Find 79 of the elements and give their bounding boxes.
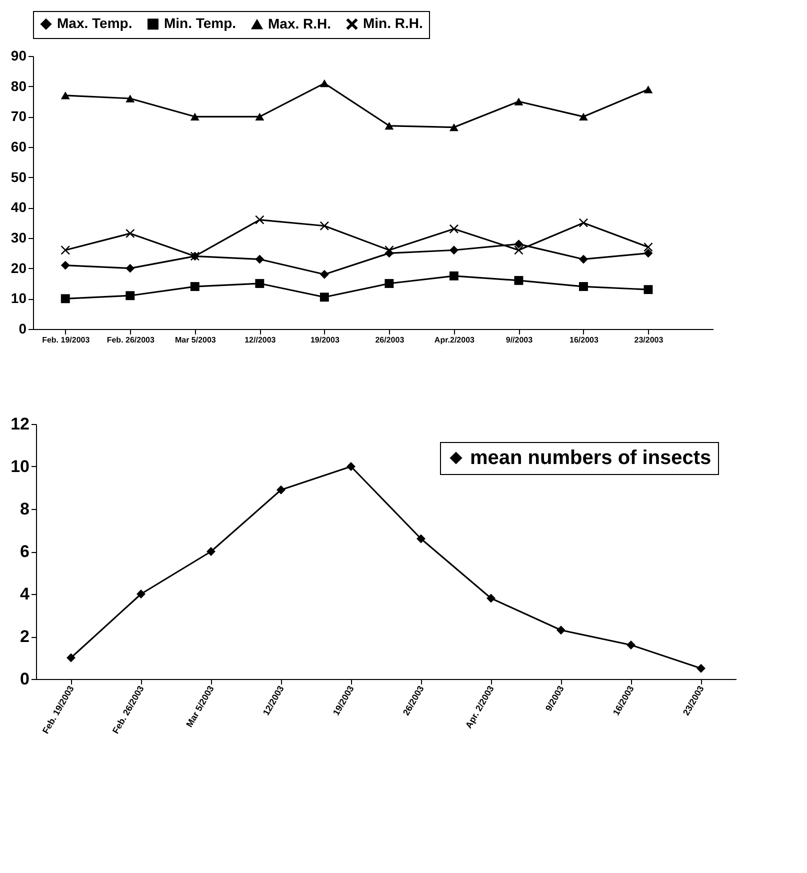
y-tick-label: 4: [20, 584, 30, 604]
point: [320, 292, 329, 302]
point: [384, 279, 394, 288]
y-tick-label: 6: [20, 542, 30, 561]
point: [514, 240, 524, 249]
point: [644, 85, 653, 94]
point: [449, 271, 458, 280]
point: [626, 640, 636, 650]
point: [579, 282, 588, 292]
point: [255, 112, 264, 121]
point: [579, 218, 588, 228]
legend-label: Max. Temp.: [57, 15, 132, 32]
point: [416, 534, 426, 544]
point: [320, 79, 329, 88]
x-tick-label: 19/2003: [310, 336, 340, 344]
point: [60, 246, 70, 255]
point: [60, 294, 70, 304]
point: [644, 285, 653, 294]
point: [514, 246, 524, 255]
point: [126, 291, 135, 300]
point: [556, 626, 566, 635]
y-tick-label: 12: [10, 414, 30, 434]
point: [644, 248, 653, 258]
point: [126, 264, 135, 273]
x-tick-label: Mar 5/2003: [174, 336, 216, 344]
point: [449, 123, 458, 132]
point: [60, 92, 70, 100]
y-tick-label: 20: [10, 260, 27, 276]
legend-label: Max. R.H.: [268, 15, 332, 32]
point: [449, 246, 458, 255]
y-tick-label: 70: [10, 108, 27, 124]
y-tick-label: 2: [20, 627, 30, 646]
point: [514, 276, 524, 285]
y-tick-label: 40: [10, 199, 27, 216]
point: [384, 246, 394, 255]
point: [136, 590, 146, 598]
y-tick-label: 80: [10, 78, 27, 94]
point: [320, 270, 329, 279]
y-tick-label: 60: [10, 138, 27, 154]
y-tick-label: 10: [10, 290, 27, 306]
point: [579, 112, 588, 121]
point: [320, 221, 329, 230]
point: [449, 224, 458, 234]
legend-label: mean numbers of insects: [470, 447, 712, 469]
x-tick-label: 23/2003: [634, 336, 664, 344]
point: [190, 112, 200, 121]
x-tick-label: Feb. 19/2003: [42, 336, 90, 344]
x-tick-label: 26/2003: [375, 336, 405, 344]
point: [346, 462, 356, 471]
point: [255, 279, 264, 288]
point: [60, 260, 70, 270]
point: [255, 215, 264, 224]
point: [486, 594, 496, 603]
y-tick-label: 30: [10, 230, 27, 246]
point: [644, 242, 653, 252]
x-tick-label: Apr.2/2003: [434, 336, 476, 344]
y-tick-label: 8: [20, 500, 30, 518]
point: [190, 282, 200, 292]
x-tick-label: 9//2003: [506, 336, 534, 344]
point: [579, 254, 588, 264]
legend-label: Min. Temp.: [164, 15, 236, 32]
y-tick-label: 10: [10, 457, 30, 476]
x-tick-label: 16/2003: [570, 336, 599, 344]
legend-label: Min. R.H.: [363, 15, 423, 32]
y-tick-label: 50: [10, 168, 27, 185]
y-tick-label: 90: [10, 48, 27, 64]
point: [384, 122, 394, 130]
point: [126, 228, 135, 238]
point: [66, 653, 76, 662]
point: [696, 664, 706, 673]
point: [206, 547, 216, 556]
y-tick-label: 0: [18, 320, 27, 336]
x-tick-label: Feb. 26/2003: [106, 336, 155, 344]
y-tick-label: 0: [20, 670, 30, 688]
point: [514, 98, 524, 106]
x-tick-label: 12//2003: [244, 336, 276, 344]
point: [255, 254, 264, 264]
point: [276, 485, 286, 494]
point: [126, 94, 135, 102]
